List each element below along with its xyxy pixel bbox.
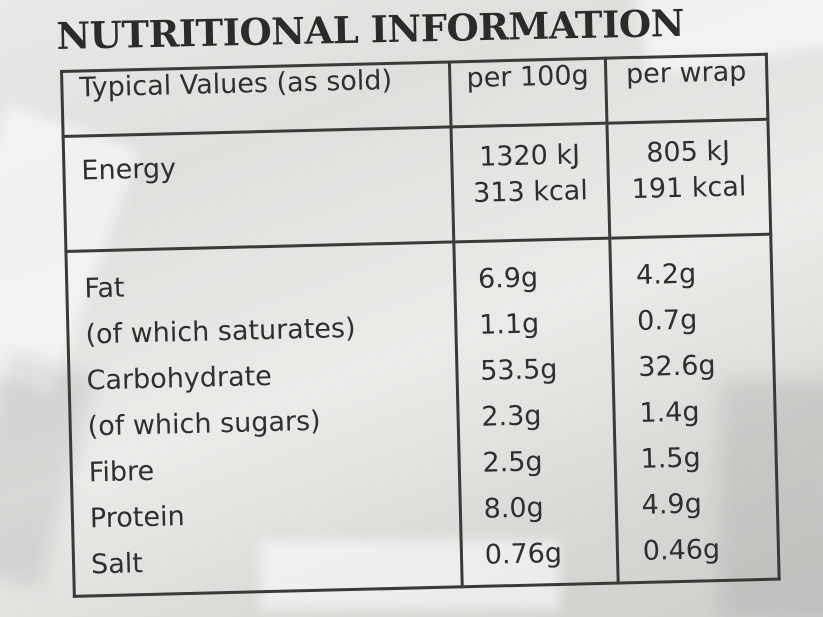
- nutrient-per-wrap: 1.5g: [640, 442, 702, 475]
- nutrient-per-wrap: 4.2g: [635, 258, 697, 291]
- nutrient-per-100g: 53.5g: [479, 353, 558, 387]
- nutrient-per-100g: 8.0g: [483, 492, 545, 525]
- energy-per-wrap-kcal: 191 kcal: [631, 171, 747, 206]
- nutrient-per-wrap: 1.4g: [639, 396, 700, 429]
- nutrient-per-100g: 0.76g: [484, 537, 563, 571]
- energy-per-100g-kj: 1320 kJ: [478, 139, 581, 173]
- nutrition-table-wrapper: Typical Values (as sold) per 100g per wr…: [60, 52, 792, 597]
- energy-per-100g: 1320 kJ 313 kcal: [450, 123, 610, 242]
- nutrient-per-100g: 1.1g: [478, 308, 540, 341]
- header-per-100g: per 100g: [449, 58, 607, 127]
- nutrient-per-wrap: 4.9g: [641, 488, 703, 521]
- nutrient-per-100g: 2.3g: [480, 400, 542, 433]
- header-label: Typical Values (as sold): [61, 61, 451, 137]
- nutrient-labels: Fat (of which saturates) Carbohydrate (o…: [65, 241, 462, 597]
- energy-per-wrap: 805 kJ 191 kcal: [606, 119, 771, 239]
- energy-per-100g-kcal: 313 kcal: [472, 175, 589, 210]
- energy-row: Energy 1320 kJ 313 kcal 805 kJ 191 kcal: [63, 119, 771, 252]
- nutrient-per-wrap: 0.7g: [636, 304, 698, 337]
- nutrient-per-100g: 2.5g: [482, 446, 543, 479]
- nutrition-heading: NUTRITIONAL INFORMATION: [56, 0, 685, 58]
- header-per-wrap: per wrap: [605, 54, 768, 124]
- energy-label-text: Energy: [81, 153, 177, 187]
- nutrients-row: Fat (of which saturates) Carbohydrate (o…: [65, 234, 780, 597]
- nutrient-per-wrap: 32.6g: [637, 350, 716, 383]
- energy-label: Energy: [63, 126, 454, 252]
- nutrient-per-100g-values: 6.9g 1.1g 53.5g 2.3g 2.5g 8.0g 0.76g: [453, 238, 619, 587]
- nutrient-label: Salt: [90, 548, 144, 581]
- nutrient-per-wrap-values: 4.2g 0.7g 32.6g 1.4g 1.5g 4.9g 0.46g: [609, 234, 780, 584]
- energy-per-wrap-kj: 805 kJ: [645, 135, 731, 169]
- nutrition-table: Typical Values (as sold) per 100g per wr…: [60, 53, 781, 598]
- nutrient-per-wrap: 0.46g: [642, 534, 721, 567]
- nutrient-per-100g: 6.9g: [477, 262, 539, 295]
